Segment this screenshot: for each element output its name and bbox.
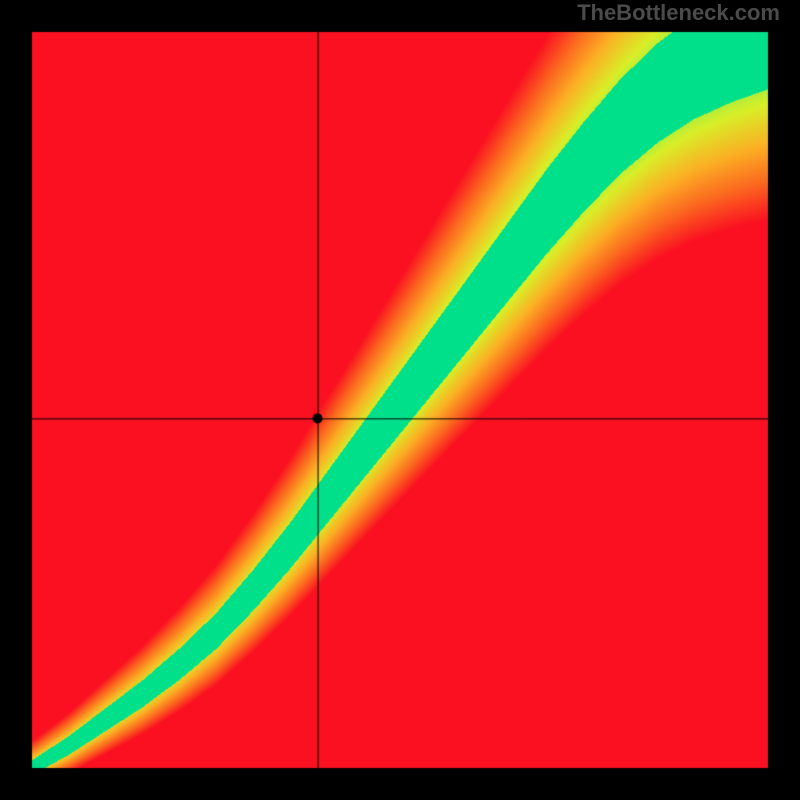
bottleneck-chart: TheBottleneck.com: [0, 0, 800, 800]
heatmap-canvas: [0, 0, 800, 800]
watermark-text: TheBottleneck.com: [577, 0, 780, 26]
